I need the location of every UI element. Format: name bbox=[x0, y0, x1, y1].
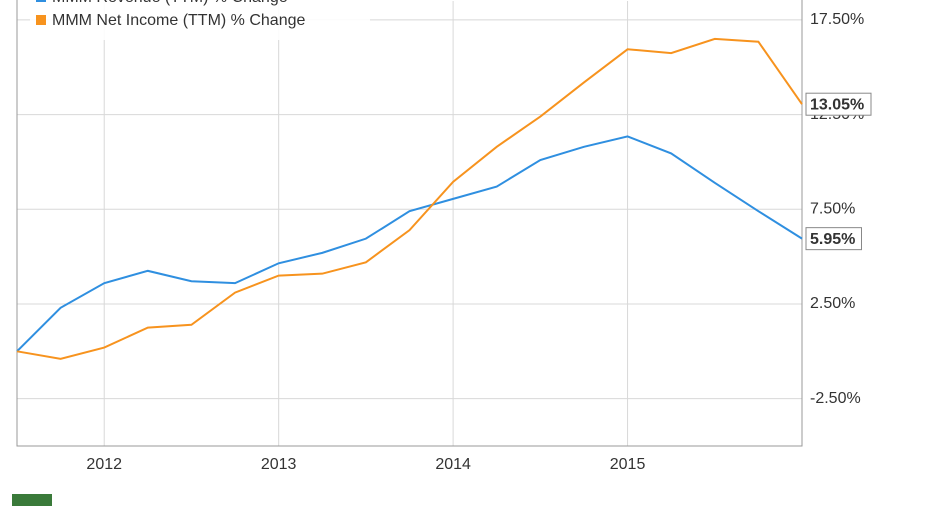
plot-frame bbox=[16, 0, 803, 447]
logo bbox=[12, 494, 52, 506]
legend-swatch bbox=[36, 15, 46, 25]
end-label-box bbox=[805, 227, 862, 251]
x-tick-label: 2012 bbox=[86, 456, 122, 473]
y-tick-label: -2.50% bbox=[810, 390, 861, 407]
x-tick-label: 2014 bbox=[435, 456, 471, 473]
y-tick-label: 2.50% bbox=[810, 295, 855, 312]
series-line bbox=[16, 135, 803, 353]
y-tick-label: 17.50% bbox=[810, 11, 864, 28]
end-label-box bbox=[805, 92, 872, 116]
end-label-text: 13.05% bbox=[810, 96, 864, 113]
end-label: 5.95% bbox=[805, 227, 862, 251]
end-label: 13.05% bbox=[805, 92, 872, 116]
x-tick-label: 2013 bbox=[261, 456, 297, 473]
series-line bbox=[16, 37, 803, 360]
legend-box bbox=[30, 0, 370, 40]
y-tick-label: 7.50% bbox=[810, 201, 855, 218]
legend-swatch bbox=[36, 0, 46, 2]
legend-label: MMM Revenue (TTM) % Change bbox=[52, 0, 288, 6]
legend-label: MMM Net Income (TTM) % Change bbox=[52, 12, 305, 29]
x-tick-label: 2015 bbox=[610, 456, 646, 473]
end-label-text: 5.95% bbox=[810, 231, 855, 248]
